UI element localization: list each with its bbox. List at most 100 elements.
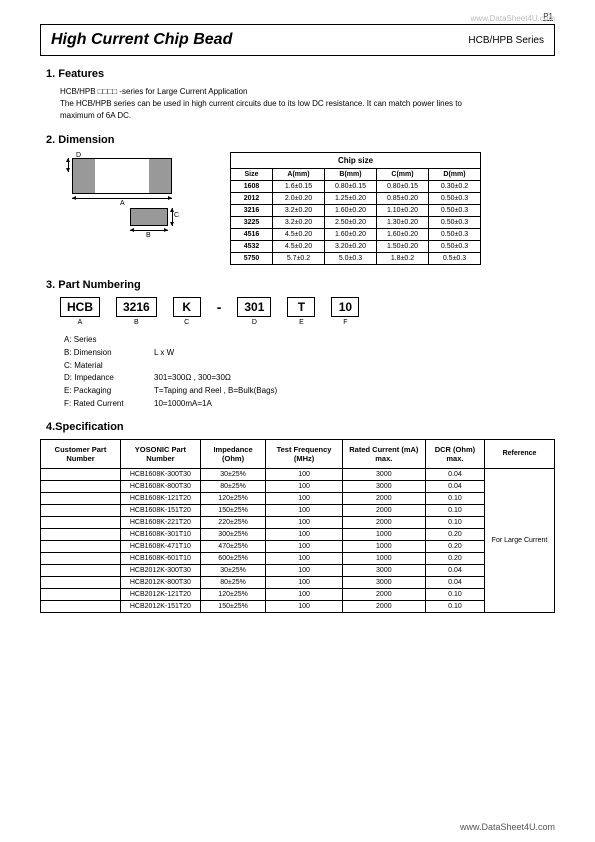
table-cell: HCB2012K-300T30 xyxy=(121,564,201,576)
table-cell: HCB1608K-301T10 xyxy=(121,528,201,540)
table-cell: 1.8±0.2 xyxy=(377,253,429,265)
pn-legend-row: F: Rated Current10=1000mA=1A xyxy=(64,398,555,411)
table-cell: 1.60±0.20 xyxy=(325,229,377,241)
table-cell: HCB2012K-800T30 xyxy=(121,576,201,588)
table-cell: HCB1608K-121T20 xyxy=(121,492,201,504)
table-cell: HCB1608K-221T20 xyxy=(121,516,201,528)
pn-sub: E xyxy=(287,319,315,326)
dimension-diagram: A D B C xyxy=(60,152,200,252)
table-cell: 2.0±0.20 xyxy=(273,193,325,205)
reference-cell: For Large Current xyxy=(485,468,555,612)
section-specification: 4.Specification xyxy=(46,421,555,433)
table-cell: 100 xyxy=(266,492,342,504)
table-cell: 100 xyxy=(266,528,342,540)
table-cell: 100 xyxy=(266,588,342,600)
pn-boxes: HCBA 3216B KC - 301D TE 10F xyxy=(60,297,555,326)
table-cell: 1.10±0.20 xyxy=(377,205,429,217)
dim-label-a: A xyxy=(120,200,125,207)
footer-url: www.DataSheet4U.com xyxy=(460,822,555,832)
pn-item: 10F xyxy=(331,297,359,326)
pn-box: HCB xyxy=(60,297,100,317)
table-cell: 3.20±0.20 xyxy=(325,241,377,253)
table-row: 32163.2±0.201.60±0.201.10±0.200.50±0.3 xyxy=(231,205,481,217)
table-cell: 3.2±0.20 xyxy=(273,205,325,217)
table-row: 20122.0±0.201.25±0.200.85±0.200.50±0.3 xyxy=(231,193,481,205)
table-cell: 0.04 xyxy=(425,468,484,480)
th: Test Frequency (MHz) xyxy=(266,439,342,468)
spec-header-row: Customer Part Number YOSONIC Part Number… xyxy=(41,439,555,468)
table-row: HCB2012K-151T20150±25%10020000.10 xyxy=(41,600,555,612)
table-row: HCB1608K-601T10600±25%10010000.20 xyxy=(41,552,555,564)
dim-label-b: B xyxy=(146,232,151,239)
table-cell: 0.10 xyxy=(425,588,484,600)
table-cell: 2000 xyxy=(342,492,425,504)
pn-item: 3216B xyxy=(116,297,157,326)
table-cell: 0.04 xyxy=(425,564,484,576)
table-cell: 2000 xyxy=(342,600,425,612)
table-cell: 2000 xyxy=(342,516,425,528)
table-row: HCB2012K-800T3080±25%10030000.04 xyxy=(41,576,555,588)
pn-legend: A: SeriesB: DimensionL x WC: MaterialD: … xyxy=(64,334,555,411)
table-cell xyxy=(41,576,121,588)
table-cell: 2.50±0.20 xyxy=(325,217,377,229)
table-row: 45164.5±0.201.60±0.201.60±0.200.50±0.3 xyxy=(231,229,481,241)
features-line: HCB/HPB □□□□ -series for Large Current A… xyxy=(60,86,555,98)
table-cell: 100 xyxy=(266,540,342,552)
table-cell: 30±25% xyxy=(200,564,266,576)
part-numbering: HCBA 3216B KC - 301D TE 10F A: SeriesB: … xyxy=(60,297,555,411)
table-cell: 0.20 xyxy=(425,540,484,552)
table-row: 16081.6±0.150.80±0.150.80±0.150.30±0.2 xyxy=(231,181,481,193)
table-cell xyxy=(41,528,121,540)
table-cell: 100 xyxy=(266,480,342,492)
table-cell xyxy=(41,504,121,516)
table-cell: 1000 xyxy=(342,528,425,540)
table-row: HCB2012K-300T3030±25%10030000.04 xyxy=(41,564,555,576)
dimension-row: A D B C Chip size Size A(mm) B(mm) C(mm)… xyxy=(60,152,555,265)
table-row: HCB1608K-121T20120±25%10020000.10 xyxy=(41,492,555,504)
table-cell: 2012 xyxy=(231,193,273,205)
table-cell: 220±25% xyxy=(200,516,266,528)
page-title: High Current Chip Bead xyxy=(51,31,232,49)
section-dimension: 2. Dimension xyxy=(46,134,555,146)
dim-arrow-d xyxy=(68,158,69,172)
table-cell: 0.50±0.3 xyxy=(429,229,481,241)
table-cell: 1.30±0.20 xyxy=(377,217,429,229)
table-cell: 1.6±0.15 xyxy=(273,181,325,193)
th: Rated Current (mA) max. xyxy=(342,439,425,468)
table-cell: 80±25% xyxy=(200,480,266,492)
section-features: 1. Features xyxy=(46,68,555,80)
th: C(mm) xyxy=(377,169,429,181)
watermark-top: www.DataSheet4U.com xyxy=(471,14,555,23)
pn-legend-key: B: Dimension xyxy=(64,347,154,360)
pn-legend-row: E: PackagingT=Taping and Reel , B=Bulk(B… xyxy=(64,385,555,398)
table-row: 45324.5±0.203.20±0.201.50±0.200.50±0.3 xyxy=(231,241,481,253)
table-cell: 4516 xyxy=(231,229,273,241)
table-cell: 470±25% xyxy=(200,540,266,552)
table-cell: 1.50±0.20 xyxy=(377,241,429,253)
table-row: 57505.7±0.25.0±0.31.8±0.20.5±0.3 xyxy=(231,253,481,265)
table-cell: 1000 xyxy=(342,552,425,564)
pn-legend-val: T=Taping and Reel , B=Bulk(Bags) xyxy=(154,385,277,398)
pn-box: 301 xyxy=(237,297,271,317)
pn-legend-row: C: Material xyxy=(64,360,555,373)
pn-legend-key: F: Rated Current xyxy=(64,398,154,411)
table-cell: 100 xyxy=(266,576,342,588)
table-cell: 4.5±0.20 xyxy=(273,229,325,241)
table-row: HCB1608K-221T20220±25%10020000.10 xyxy=(41,516,555,528)
table-cell: 0.20 xyxy=(425,528,484,540)
features-line: maximum of 6A DC. xyxy=(60,110,555,122)
table-cell: HCB1608K-471T10 xyxy=(121,540,201,552)
pn-legend-row: A: Series xyxy=(64,334,555,347)
table-cell: 0.30±0.2 xyxy=(429,181,481,193)
table-cell: HCB1608K-300T30 xyxy=(121,468,201,480)
table-cell: 3000 xyxy=(342,564,425,576)
th: Size xyxy=(231,169,273,181)
dim-label-c: C xyxy=(174,212,179,219)
table-cell xyxy=(41,540,121,552)
table-cell: 0.80±0.15 xyxy=(377,181,429,193)
dim-arrow-a xyxy=(72,198,172,199)
table-cell: HCB1608K-601T10 xyxy=(121,552,201,564)
pn-item: TE xyxy=(287,297,315,326)
pn-sub: D xyxy=(237,319,271,326)
table-cell: 300±25% xyxy=(200,528,266,540)
